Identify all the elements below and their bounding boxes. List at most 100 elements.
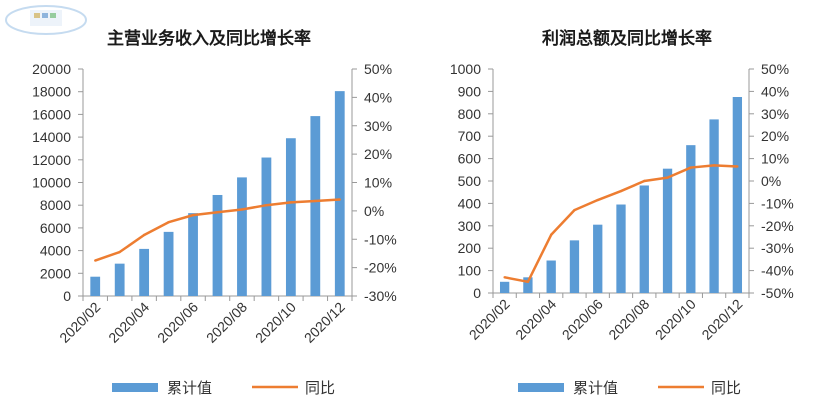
yoy-point xyxy=(689,166,693,169)
yoy-point xyxy=(265,204,268,207)
yoy-point xyxy=(736,165,739,168)
chart-title: 主营业务收入及同比增长率 xyxy=(107,29,311,49)
y-left-tick-label: 16000 xyxy=(32,106,71,122)
bar xyxy=(139,248,150,296)
bar xyxy=(261,157,272,296)
bar xyxy=(237,177,247,296)
y-right-tick-label: 50% xyxy=(761,61,789,77)
y-right-tick-label: -20% xyxy=(364,260,397,276)
y-left-tick-label: 6000 xyxy=(40,220,71,236)
profit-chart: 0 100 200 300 400 500 600 700 800 900 1000 -50% -40%… xyxy=(450,61,794,397)
bar xyxy=(732,97,743,293)
legend-swatch-bar xyxy=(518,383,564,392)
bar xyxy=(523,277,533,293)
x-tick-label: 2020/08 xyxy=(605,296,652,343)
yoy-point xyxy=(94,259,97,262)
bar xyxy=(686,145,696,293)
y-right-tick-label: 20% xyxy=(761,128,789,144)
x-tick-label: 2020/12 xyxy=(301,299,348,346)
bar xyxy=(593,224,603,293)
y-left-tick-label: 10000 xyxy=(32,175,71,191)
y-left-tick-label: 900 xyxy=(458,83,482,99)
bar xyxy=(163,231,174,296)
bar xyxy=(662,168,673,293)
y-left-tick-label: 8000 xyxy=(40,197,71,213)
yoy-point xyxy=(596,198,599,202)
bar xyxy=(499,281,510,293)
y-right-tick-label: 10% xyxy=(364,175,392,191)
yoy-point xyxy=(643,179,646,183)
y-left-tick-label: 1000 xyxy=(450,61,481,77)
x-tick-label: 2020/12 xyxy=(698,296,745,343)
revenue-chart: 0 2000 4000 6000 8000 10000 12000 14000 16000 180… xyxy=(32,61,397,397)
y-left-tick-label: 0 xyxy=(473,285,481,301)
bar xyxy=(709,119,719,294)
bar xyxy=(90,276,101,296)
legend-label-yoy: 同比 xyxy=(711,379,741,397)
y-right-tick-label: 40% xyxy=(364,89,392,105)
y-right-tick-label: 10% xyxy=(761,151,789,167)
y-right-tick-label: 20% xyxy=(364,146,392,162)
y-left-tick-label: 400 xyxy=(458,195,482,211)
y-right-tick-label: 50% xyxy=(364,61,392,77)
y-left-tick-label: 18000 xyxy=(32,84,71,100)
yoy-point xyxy=(338,198,341,201)
y-left-tick-label: 500 xyxy=(458,173,482,189)
y-left-tick-label: 14000 xyxy=(32,129,71,145)
bar xyxy=(212,194,223,296)
legend-label-cumulative: 累计值 xyxy=(167,379,212,397)
y-right-tick-label: -10% xyxy=(364,231,397,247)
yoy-point xyxy=(289,201,293,204)
y-right-tick-label: 30% xyxy=(364,118,392,134)
yoy-point xyxy=(142,233,146,237)
bar xyxy=(310,116,321,296)
y-right-tick-label: -40% xyxy=(761,263,794,279)
y-right-tick-label: -20% xyxy=(761,218,794,234)
yoy-point xyxy=(167,221,170,224)
bar xyxy=(616,204,626,293)
yoy-point xyxy=(712,164,716,167)
yoy-point xyxy=(573,208,576,212)
y-left-tick-label: 20000 xyxy=(32,61,71,77)
bar xyxy=(188,213,198,296)
bar xyxy=(334,91,345,296)
x-tick-label: 2020/08 xyxy=(203,299,250,346)
y-left-tick-label: 700 xyxy=(458,128,482,144)
yoy-point xyxy=(526,280,530,283)
y-left-tick-label: 100 xyxy=(458,263,482,279)
yoy-point xyxy=(549,233,553,236)
revenue-chart-panel: 主营业务收入及同比增长率 0 2000 4000 6000 8000 10000 12000… xyxy=(32,29,397,397)
y-left-tick-label: 4000 xyxy=(40,243,71,259)
y-right-tick-label: -30% xyxy=(364,288,397,304)
yoy-point xyxy=(503,276,506,279)
y-right-tick-label: -10% xyxy=(761,195,794,211)
x-tick-label: 2020/10 xyxy=(252,299,299,346)
y-left-tick-label: 600 xyxy=(458,151,482,167)
x-tick-label: 2020/06 xyxy=(154,299,201,346)
x-tick-label: 2020/04 xyxy=(105,299,152,346)
chart-title: 利润总额及同比增长率 xyxy=(542,29,712,49)
y-left-tick-label: 200 xyxy=(458,240,482,256)
legend-label-cumulative: 累计值 xyxy=(573,379,618,397)
bar xyxy=(639,185,649,293)
y-left-tick-label: 2000 xyxy=(40,265,71,281)
yoy-point xyxy=(240,208,244,211)
y-right-tick-label: -50% xyxy=(761,285,794,301)
y-left-tick-label: 300 xyxy=(458,218,482,234)
y-right-tick-label: 40% xyxy=(761,83,789,99)
y-left-tick-label: 0 xyxy=(63,288,71,304)
bar xyxy=(285,138,296,296)
x-tick-label: 2020/10 xyxy=(652,296,699,343)
bar xyxy=(569,240,580,293)
x-tick-label: 2020/04 xyxy=(512,296,559,343)
legend-swatch-bar xyxy=(112,383,158,392)
y-left-tick-label: 800 xyxy=(458,106,482,122)
x-tick-label: 2020/02 xyxy=(466,296,513,343)
yoy-point xyxy=(619,189,623,193)
profit-chart-panel: 利润总额及同比增长率 0 100 200 300 400 500 600 700 800 900 1… xyxy=(418,0,836,414)
watermark-logo xyxy=(5,5,87,35)
legend-label-yoy: 同比 xyxy=(305,379,335,397)
x-tick-label: 2020/06 xyxy=(559,296,606,343)
y-right-tick-label: -30% xyxy=(761,240,794,256)
y-right-tick-label: 0% xyxy=(364,203,384,219)
